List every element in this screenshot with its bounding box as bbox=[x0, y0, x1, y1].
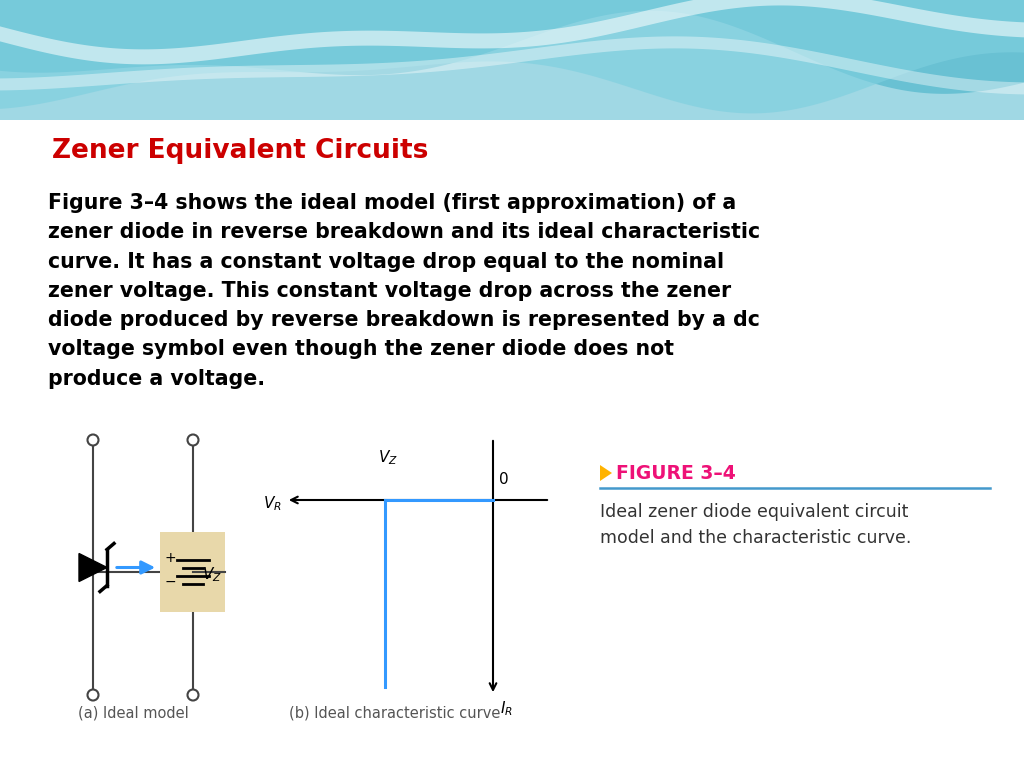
Circle shape bbox=[187, 435, 199, 445]
Polygon shape bbox=[0, 0, 1024, 150]
Text: (a) Ideal model: (a) Ideal model bbox=[78, 705, 188, 720]
Text: Ideal zener diode equivalent circuit
model and the characteristic curve.: Ideal zener diode equivalent circuit mod… bbox=[600, 503, 911, 547]
Text: +: + bbox=[165, 551, 176, 565]
Text: FIGURE 3–4: FIGURE 3–4 bbox=[616, 464, 736, 483]
Text: 0: 0 bbox=[499, 472, 509, 487]
Text: Zener Equivalent Circuits: Zener Equivalent Circuits bbox=[52, 138, 428, 164]
Polygon shape bbox=[600, 465, 612, 481]
Circle shape bbox=[87, 689, 98, 701]
Text: (b) Ideal characteristic curve: (b) Ideal characteristic curve bbox=[289, 705, 501, 720]
Text: $I_R$: $I_R$ bbox=[500, 699, 513, 718]
Polygon shape bbox=[0, 120, 1024, 765]
Text: $V_Z$: $V_Z$ bbox=[378, 448, 398, 467]
Text: Figure 3–4 shows the ideal model (first approximation) of a
zener diode in rever: Figure 3–4 shows the ideal model (first … bbox=[48, 193, 760, 389]
Polygon shape bbox=[79, 554, 106, 581]
Text: $V_R$: $V_R$ bbox=[263, 495, 282, 513]
FancyBboxPatch shape bbox=[160, 532, 225, 612]
Text: −: − bbox=[165, 575, 176, 589]
Text: $V_Z$: $V_Z$ bbox=[203, 565, 222, 584]
Circle shape bbox=[187, 689, 199, 701]
Circle shape bbox=[87, 435, 98, 445]
